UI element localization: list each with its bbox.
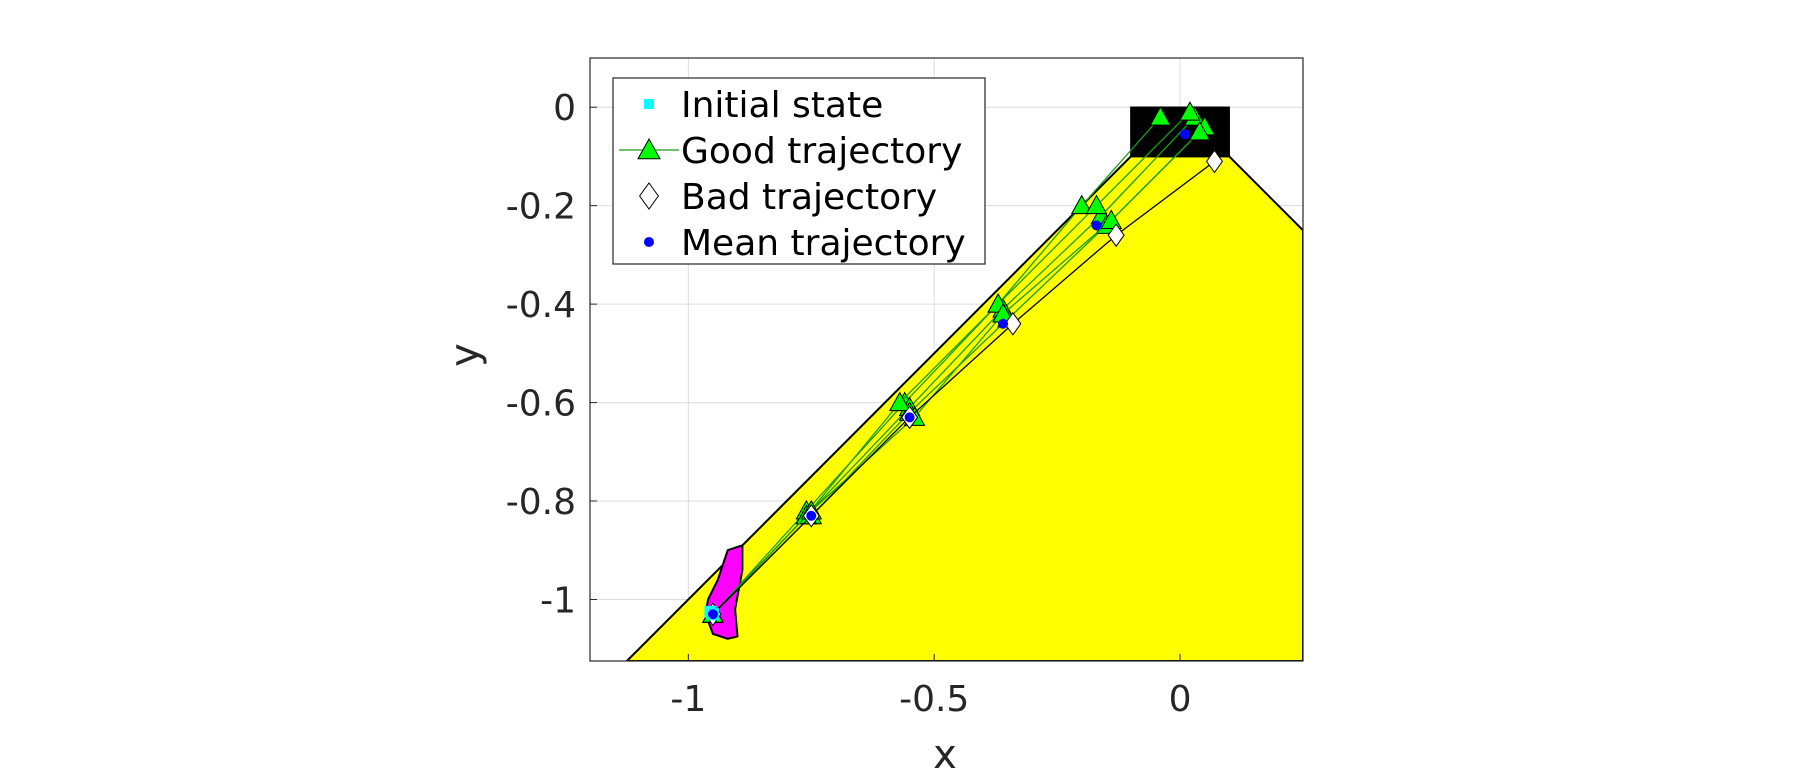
mean-trajectory-point: [904, 412, 915, 423]
bad-trajectory-point: [1205, 149, 1224, 174]
good-trajectory-point: [1149, 106, 1172, 126]
legend: Initial state Good trajectory Bad trajecto…: [612, 77, 986, 265]
bad-trajectory-line: [712, 160, 1215, 615]
x-tick-label: -1: [670, 679, 706, 720]
legend-box: [612, 77, 986, 265]
x-axis-label: x: [933, 732, 957, 774]
good-trajectory-line: [712, 116, 1161, 615]
bad-trajectory-point: [1004, 311, 1022, 336]
series-layer: [702, 101, 1224, 627]
good-trajectory-point: [1188, 120, 1211, 141]
y-tick-label: -0.6: [506, 384, 576, 425]
x-tick-label: 0: [1169, 679, 1192, 720]
y-tick-label: -0.8: [506, 482, 576, 523]
legend-marker-mean-trajectory: [644, 237, 654, 247]
legend-label: Bad trajectory: [681, 177, 937, 218]
mean-trajectory-point: [1179, 129, 1190, 140]
good-trajectory-point: [1070, 194, 1093, 215]
mean-trajectory-point: [707, 609, 718, 620]
plot-frame: [589, 57, 1304, 662]
y-axis-label: y: [442, 343, 488, 367]
safe-region: [625, 155, 1303, 661]
bad-trajectory-point: [1107, 223, 1125, 248]
y-axis-ticks: 0 -0.2 -0.4 -0.6 -0.8 -1: [506, 88, 597, 621]
legend-label: Good trajectory: [681, 131, 962, 172]
y-tick-label: -0.4: [506, 285, 576, 326]
good-trajectory-point: [1085, 194, 1108, 215]
mean-trajectory-point: [1091, 220, 1102, 231]
x-tick-label: -0.5: [899, 679, 969, 720]
legend-label: Initial state: [681, 85, 883, 126]
good-trajectory-point: [1179, 101, 1201, 121]
legend-marker-good-trajectory: [637, 137, 661, 160]
legend-marker-bad-trajectory: [639, 182, 659, 210]
y-tick-label: 0: [553, 88, 576, 129]
good-trajectory-line: [712, 131, 1201, 615]
good-trajectory-point: [888, 391, 911, 412]
x-axis-ticks: -1 -0.5 0: [670, 654, 1192, 720]
legend-marker-initial-state: [644, 99, 654, 109]
y-tick-label: -1: [540, 580, 576, 621]
mean-trajectory-point: [806, 510, 817, 521]
legend-label: Mean trajectory: [681, 223, 966, 264]
mean-trajectory-point: [998, 318, 1009, 329]
y-tick-label: -0.2: [506, 187, 576, 228]
